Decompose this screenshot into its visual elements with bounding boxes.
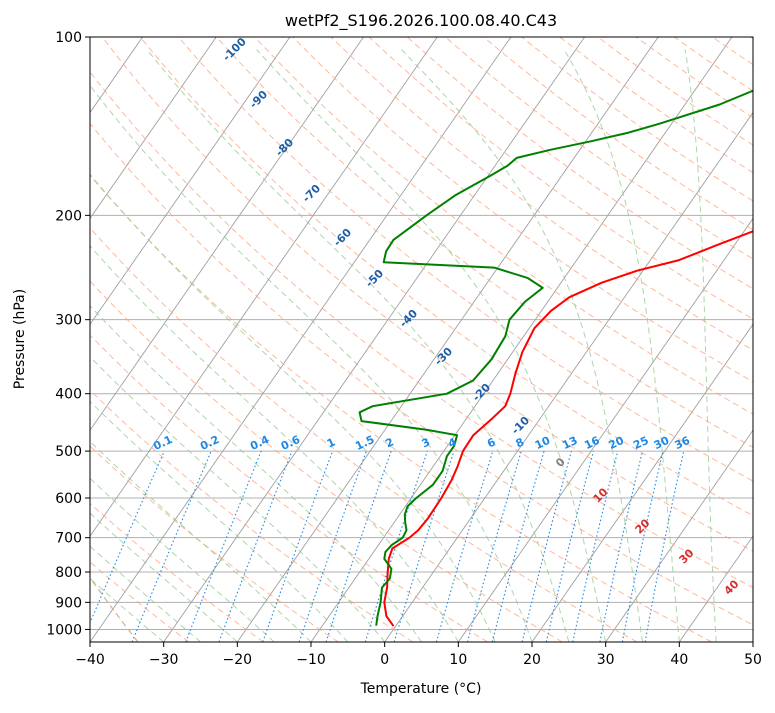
mixing-ratio-line bbox=[522, 451, 571, 642]
dry-adiabat-line bbox=[0, 37, 189, 642]
moist-adiabat-label: 10 bbox=[591, 485, 611, 505]
mixing-ratio-label: 0.2 bbox=[198, 433, 221, 453]
dry-adiabat-line bbox=[751, 37, 775, 642]
y-tick-label: 600 bbox=[55, 491, 82, 507]
dry-adiabat-line bbox=[0, 37, 562, 642]
mixing-ratio-label: 13 bbox=[560, 434, 579, 452]
mixing-ratio-label: 0.6 bbox=[279, 433, 302, 453]
x-tick-label: −20 bbox=[223, 652, 253, 668]
moist-adiabat-label: 30 bbox=[677, 546, 697, 566]
moist-adiabat-label: 40 bbox=[722, 577, 742, 597]
x-tick-label: −30 bbox=[149, 652, 179, 668]
isotherm-label: -100 bbox=[220, 35, 249, 64]
y-tick-label: 200 bbox=[55, 208, 82, 224]
mixing-ratio-line bbox=[468, 451, 522, 642]
isotherm-label: -40 bbox=[397, 307, 420, 330]
x-tick-label: 30 bbox=[597, 652, 615, 668]
x-tick-label: 0 bbox=[380, 652, 389, 668]
y-tick-label: 700 bbox=[55, 531, 82, 547]
mixing-ratio-line bbox=[299, 451, 366, 642]
y-tick-label: 500 bbox=[55, 444, 82, 460]
x-axis-label: Temperature (°C) bbox=[360, 681, 482, 697]
y-tick-label: 1000 bbox=[46, 622, 82, 638]
x-tick-label: 10 bbox=[449, 652, 467, 668]
dry-adiabat-line bbox=[0, 37, 338, 642]
dry-adiabat-line bbox=[293, 37, 775, 642]
isotherm-line bbox=[0, 37, 364, 642]
dry-adiabat-line bbox=[369, 37, 775, 642]
dry-adiabat-line bbox=[712, 37, 775, 642]
isotherm-label: -60 bbox=[331, 226, 354, 249]
mixing-ratio-line bbox=[622, 451, 663, 642]
moist-adiabat-line bbox=[0, 50, 201, 642]
y-tick-label: 100 bbox=[55, 30, 82, 46]
moist-adiabat-label: 20 bbox=[633, 516, 653, 536]
mixing-ratio-label: 25 bbox=[631, 434, 650, 452]
x-tick-label: 20 bbox=[523, 652, 541, 668]
mixing-ratio-label: 16 bbox=[582, 434, 602, 452]
dry-adiabat-line bbox=[140, 37, 775, 642]
moist-adiabat-line bbox=[0, 50, 385, 642]
dry-adiabat-line bbox=[0, 37, 264, 642]
isotherm-line bbox=[753, 37, 775, 642]
x-tick-label: −10 bbox=[296, 652, 326, 668]
isotherm-label: -10 bbox=[509, 414, 532, 437]
isotherm-line bbox=[0, 37, 69, 642]
mixing-ratio-line bbox=[492, 451, 544, 642]
moist-adiabat-line bbox=[0, 50, 274, 642]
dry-adiabat-line bbox=[0, 37, 712, 642]
mixing-ratio-label: 0.1 bbox=[151, 433, 174, 453]
x-tick-label: −40 bbox=[75, 652, 105, 668]
y-axis-label: Pressure (hPa) bbox=[12, 289, 28, 389]
moist-adiabat-label: 0 bbox=[553, 455, 568, 470]
isotherm-label: -50 bbox=[363, 267, 386, 290]
chart-title: wetPf2_S196.2026.100.08.40.C43 bbox=[285, 11, 557, 31]
mixing-ratio-label: 3 bbox=[420, 435, 432, 450]
isotherm-line bbox=[458, 37, 775, 642]
dry-adiabat-line bbox=[331, 37, 775, 642]
moist-adiabat-line bbox=[0, 50, 237, 642]
background-lines bbox=[0, 37, 775, 642]
y-tick-label: 300 bbox=[55, 313, 82, 329]
isotherm-label: -30 bbox=[432, 345, 455, 368]
mixing-ratio-label: 1.5 bbox=[353, 433, 376, 453]
y-tick-label: 800 bbox=[55, 565, 82, 581]
mixing-ratio-line bbox=[600, 451, 643, 642]
y-tick-label: 400 bbox=[55, 387, 82, 403]
mixing-ratio-label: 1 bbox=[325, 435, 337, 450]
mixing-ratio-line bbox=[186, 451, 261, 642]
mixing-ratio-line bbox=[132, 451, 211, 642]
mixing-ratio-line bbox=[82, 451, 165, 642]
mixing-ratio-line bbox=[436, 451, 492, 642]
y-tick-label: 900 bbox=[55, 595, 82, 611]
mixing-ratio-label: 10 bbox=[533, 434, 553, 452]
isotherm-line bbox=[0, 37, 216, 642]
mixing-ratio-line bbox=[546, 451, 593, 642]
mixing-ratio-label: 8 bbox=[514, 435, 526, 450]
mixing-ratio-label: 6 bbox=[485, 435, 498, 450]
dry-adiabat-line bbox=[102, 37, 775, 642]
dry-adiabat-line bbox=[0, 37, 413, 642]
x-tick-label: 50 bbox=[744, 652, 762, 668]
dry-adiabat-line bbox=[407, 37, 775, 642]
mixing-ratio-label: 0.4 bbox=[248, 433, 271, 453]
moist-adiabat-line bbox=[0, 50, 458, 642]
mixing-ratio-label: 30 bbox=[652, 434, 672, 452]
moist-adiabat-line bbox=[564, 50, 679, 642]
isotherm-line bbox=[532, 37, 775, 642]
mixing-ratio-line bbox=[573, 451, 618, 642]
mixing-ratio-line bbox=[326, 451, 391, 642]
mixing-ratio-label: 20 bbox=[607, 434, 627, 452]
x-tick-label: 40 bbox=[670, 652, 688, 668]
isotherm-line bbox=[0, 37, 290, 642]
isotherm-line bbox=[385, 37, 775, 642]
moist-adiabat-line bbox=[0, 50, 311, 642]
plot-frame bbox=[90, 37, 753, 642]
isotherm-label: -70 bbox=[300, 182, 323, 205]
